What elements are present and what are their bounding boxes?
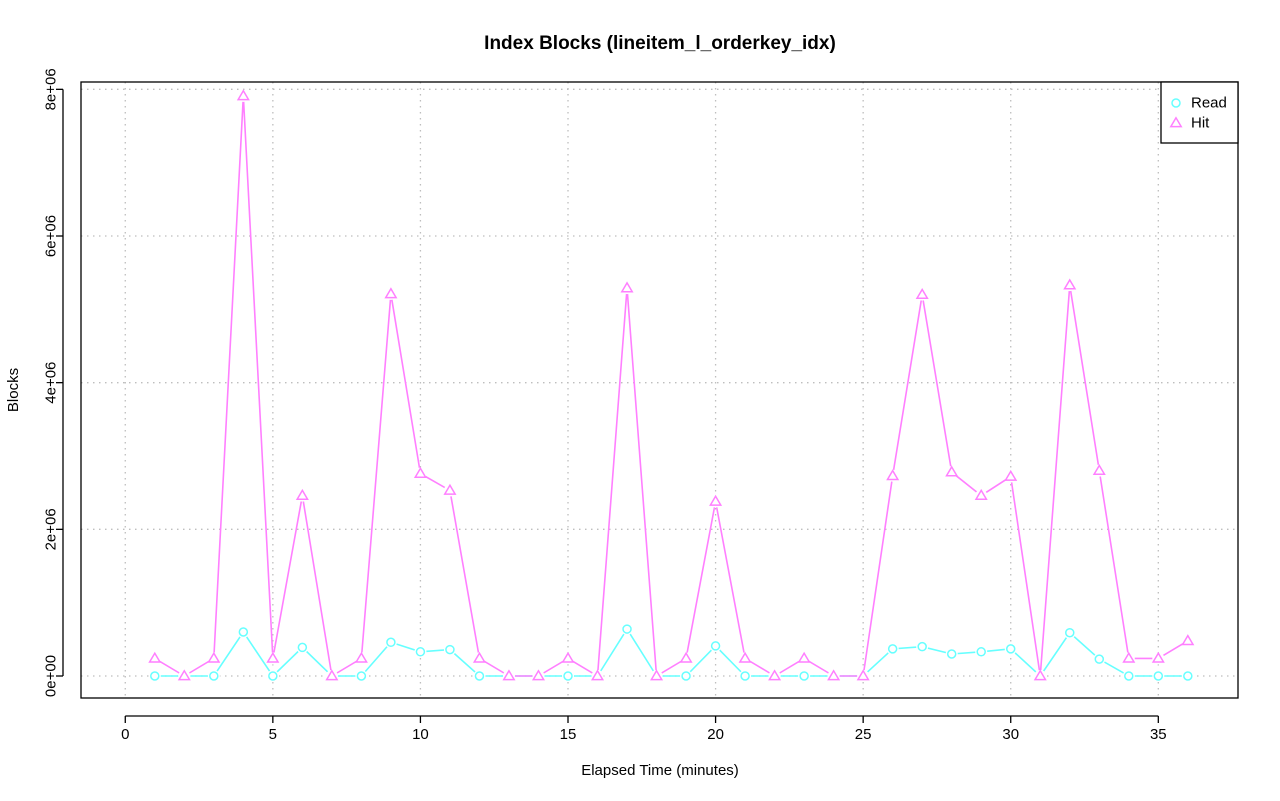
legend: Read Hit <box>1160 81 1239 144</box>
data-point-read <box>268 671 278 681</box>
data-point-hit <box>1063 278 1077 290</box>
y-axis-label: Blocks <box>5 368 22 412</box>
data-point-read <box>1065 627 1075 638</box>
data-point-read <box>563 671 573 681</box>
data-point-hit <box>650 669 664 681</box>
data-point-read <box>297 642 308 653</box>
data-point-hit <box>827 669 841 681</box>
data-point-hit <box>1122 651 1136 663</box>
x-tick-label: 0 <box>121 726 129 743</box>
y-tick-label: 6e+06 <box>43 215 60 257</box>
legend-label-hit: Hit <box>1191 115 1210 132</box>
data-point-hit <box>207 651 221 663</box>
x-tick-label: 10 <box>412 726 429 743</box>
series-hit <box>148 89 1195 682</box>
x-tick-label: 5 <box>269 726 277 743</box>
data-point-hit <box>413 466 427 478</box>
data-point-hit <box>945 465 959 477</box>
data-point-hit <box>443 483 457 495</box>
data-point-hit <box>591 669 605 681</box>
data-point-hit <box>472 651 486 663</box>
series-line-hit <box>154 95 1189 678</box>
data-point-read <box>209 671 219 681</box>
data-point-hit <box>1151 651 1165 663</box>
data-point-hit <box>709 494 723 506</box>
data-point-read <box>386 637 396 648</box>
data-point-hit <box>974 488 988 500</box>
grid <box>81 82 1238 698</box>
data-point-hit <box>502 669 516 681</box>
data-point-read <box>887 644 898 654</box>
chart-title: Index Blocks (lineitem_l_orderkey_idx) <box>484 33 836 54</box>
data-point-read <box>445 644 455 655</box>
series-read <box>148 623 1194 682</box>
data-point-read <box>474 671 485 681</box>
y-tick-label: 0e+00 <box>43 655 60 697</box>
data-point-hit <box>797 651 811 663</box>
x-tick-label: 35 <box>1150 726 1167 743</box>
legend-label-read: Read <box>1191 95 1227 112</box>
data-point-hit <box>384 287 398 299</box>
data-point-read <box>681 671 691 681</box>
legend-box <box>1160 81 1239 144</box>
x-axis-label: Elapsed Time (minutes) <box>581 762 739 779</box>
data-point-read <box>946 649 957 659</box>
data-point-read <box>710 641 721 651</box>
data-point-hit <box>856 669 870 681</box>
data-point-read <box>976 647 986 657</box>
data-point-read <box>415 647 426 657</box>
plot-area <box>148 89 1195 682</box>
data-point-hit <box>1004 469 1018 481</box>
data-point-hit <box>295 488 309 500</box>
data-point-hit <box>236 89 250 101</box>
data-point-read <box>1153 671 1164 681</box>
x-tick-label: 25 <box>855 726 872 743</box>
data-point-hit <box>325 669 339 681</box>
data-point-read <box>799 671 809 681</box>
data-point-hit <box>531 669 545 681</box>
data-point-read <box>238 627 249 637</box>
legend-marker-hit <box>1169 116 1183 128</box>
y-axis: 0e+00 2e+06 4e+06 6e+06 8e+06 <box>43 68 64 697</box>
data-point-hit <box>561 651 575 663</box>
data-point-hit <box>1092 463 1106 476</box>
data-point-hit <box>915 287 929 300</box>
data-point-hit <box>266 651 280 663</box>
data-point-hit <box>354 651 368 663</box>
data-point-hit <box>886 469 900 481</box>
data-point-hit <box>738 651 752 663</box>
x-axis: 0 5 10 15 20 25 30 35 <box>121 715 1167 743</box>
x-tick-label: 15 <box>560 726 577 743</box>
data-point-read <box>1183 671 1193 681</box>
data-point-hit <box>148 651 162 663</box>
y-tick-label: 2e+06 <box>43 508 60 550</box>
series-line-read <box>154 627 1188 678</box>
x-tick-label: 30 <box>1002 726 1019 743</box>
y-tick-label: 4e+06 <box>43 362 60 404</box>
data-point-read <box>1094 654 1105 664</box>
data-point-hit <box>768 669 782 681</box>
data-point-hit <box>620 281 634 293</box>
plot-frame <box>80 81 1239 699</box>
data-point-hit <box>1181 634 1195 646</box>
data-point-read <box>917 641 927 652</box>
data-point-read <box>1124 671 1134 681</box>
data-point-read <box>150 671 160 681</box>
data-point-read <box>356 671 367 681</box>
data-point-read <box>622 624 632 634</box>
data-point-hit <box>177 669 191 681</box>
y-tick-label: 8e+06 <box>43 68 60 110</box>
data-point-read <box>740 671 750 681</box>
data-point-hit <box>679 651 693 663</box>
legend-marker-read <box>1171 98 1181 108</box>
data-point-read <box>1005 644 1016 654</box>
data-point-hit <box>1033 669 1047 681</box>
x-tick-label: 20 <box>707 726 724 743</box>
